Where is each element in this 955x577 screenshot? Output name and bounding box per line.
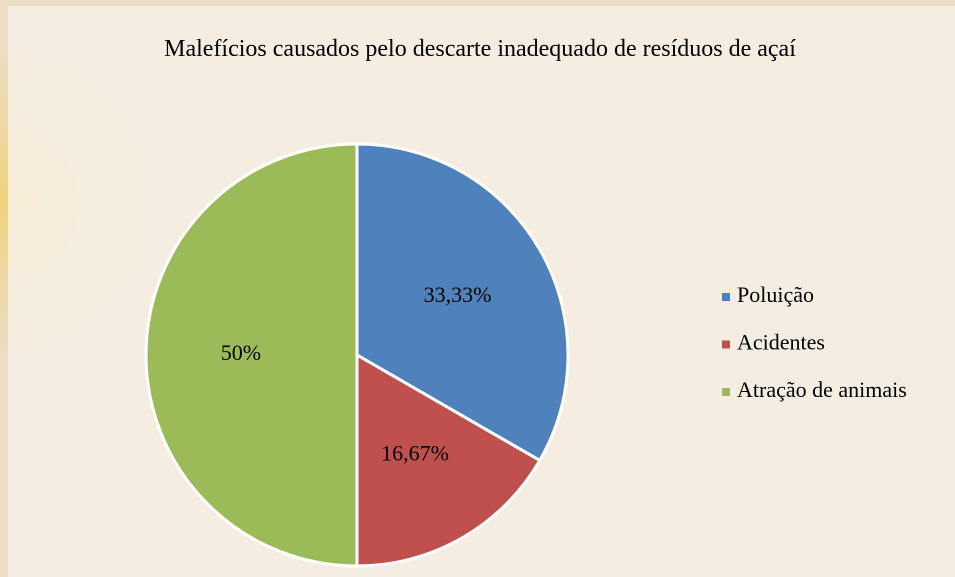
legend-swatch <box>722 293 730 301</box>
pie-slice <box>355 352 542 568</box>
legend-label: Poluição <box>737 282 814 307</box>
legend-label: Atração de animais <box>737 377 907 402</box>
legend-label: Acidentes <box>737 330 825 355</box>
pie-slice <box>355 142 570 463</box>
data-label: 50% <box>221 340 261 365</box>
legend-swatch <box>722 340 730 349</box>
data-label: 16,67% <box>381 441 449 466</box>
pie-slice <box>144 142 359 568</box>
data-label: 33,33% <box>424 282 492 307</box>
chart-title: Malefícios causados pelo descarte inadeq… <box>164 36 796 62</box>
legend-swatch <box>722 388 730 396</box>
